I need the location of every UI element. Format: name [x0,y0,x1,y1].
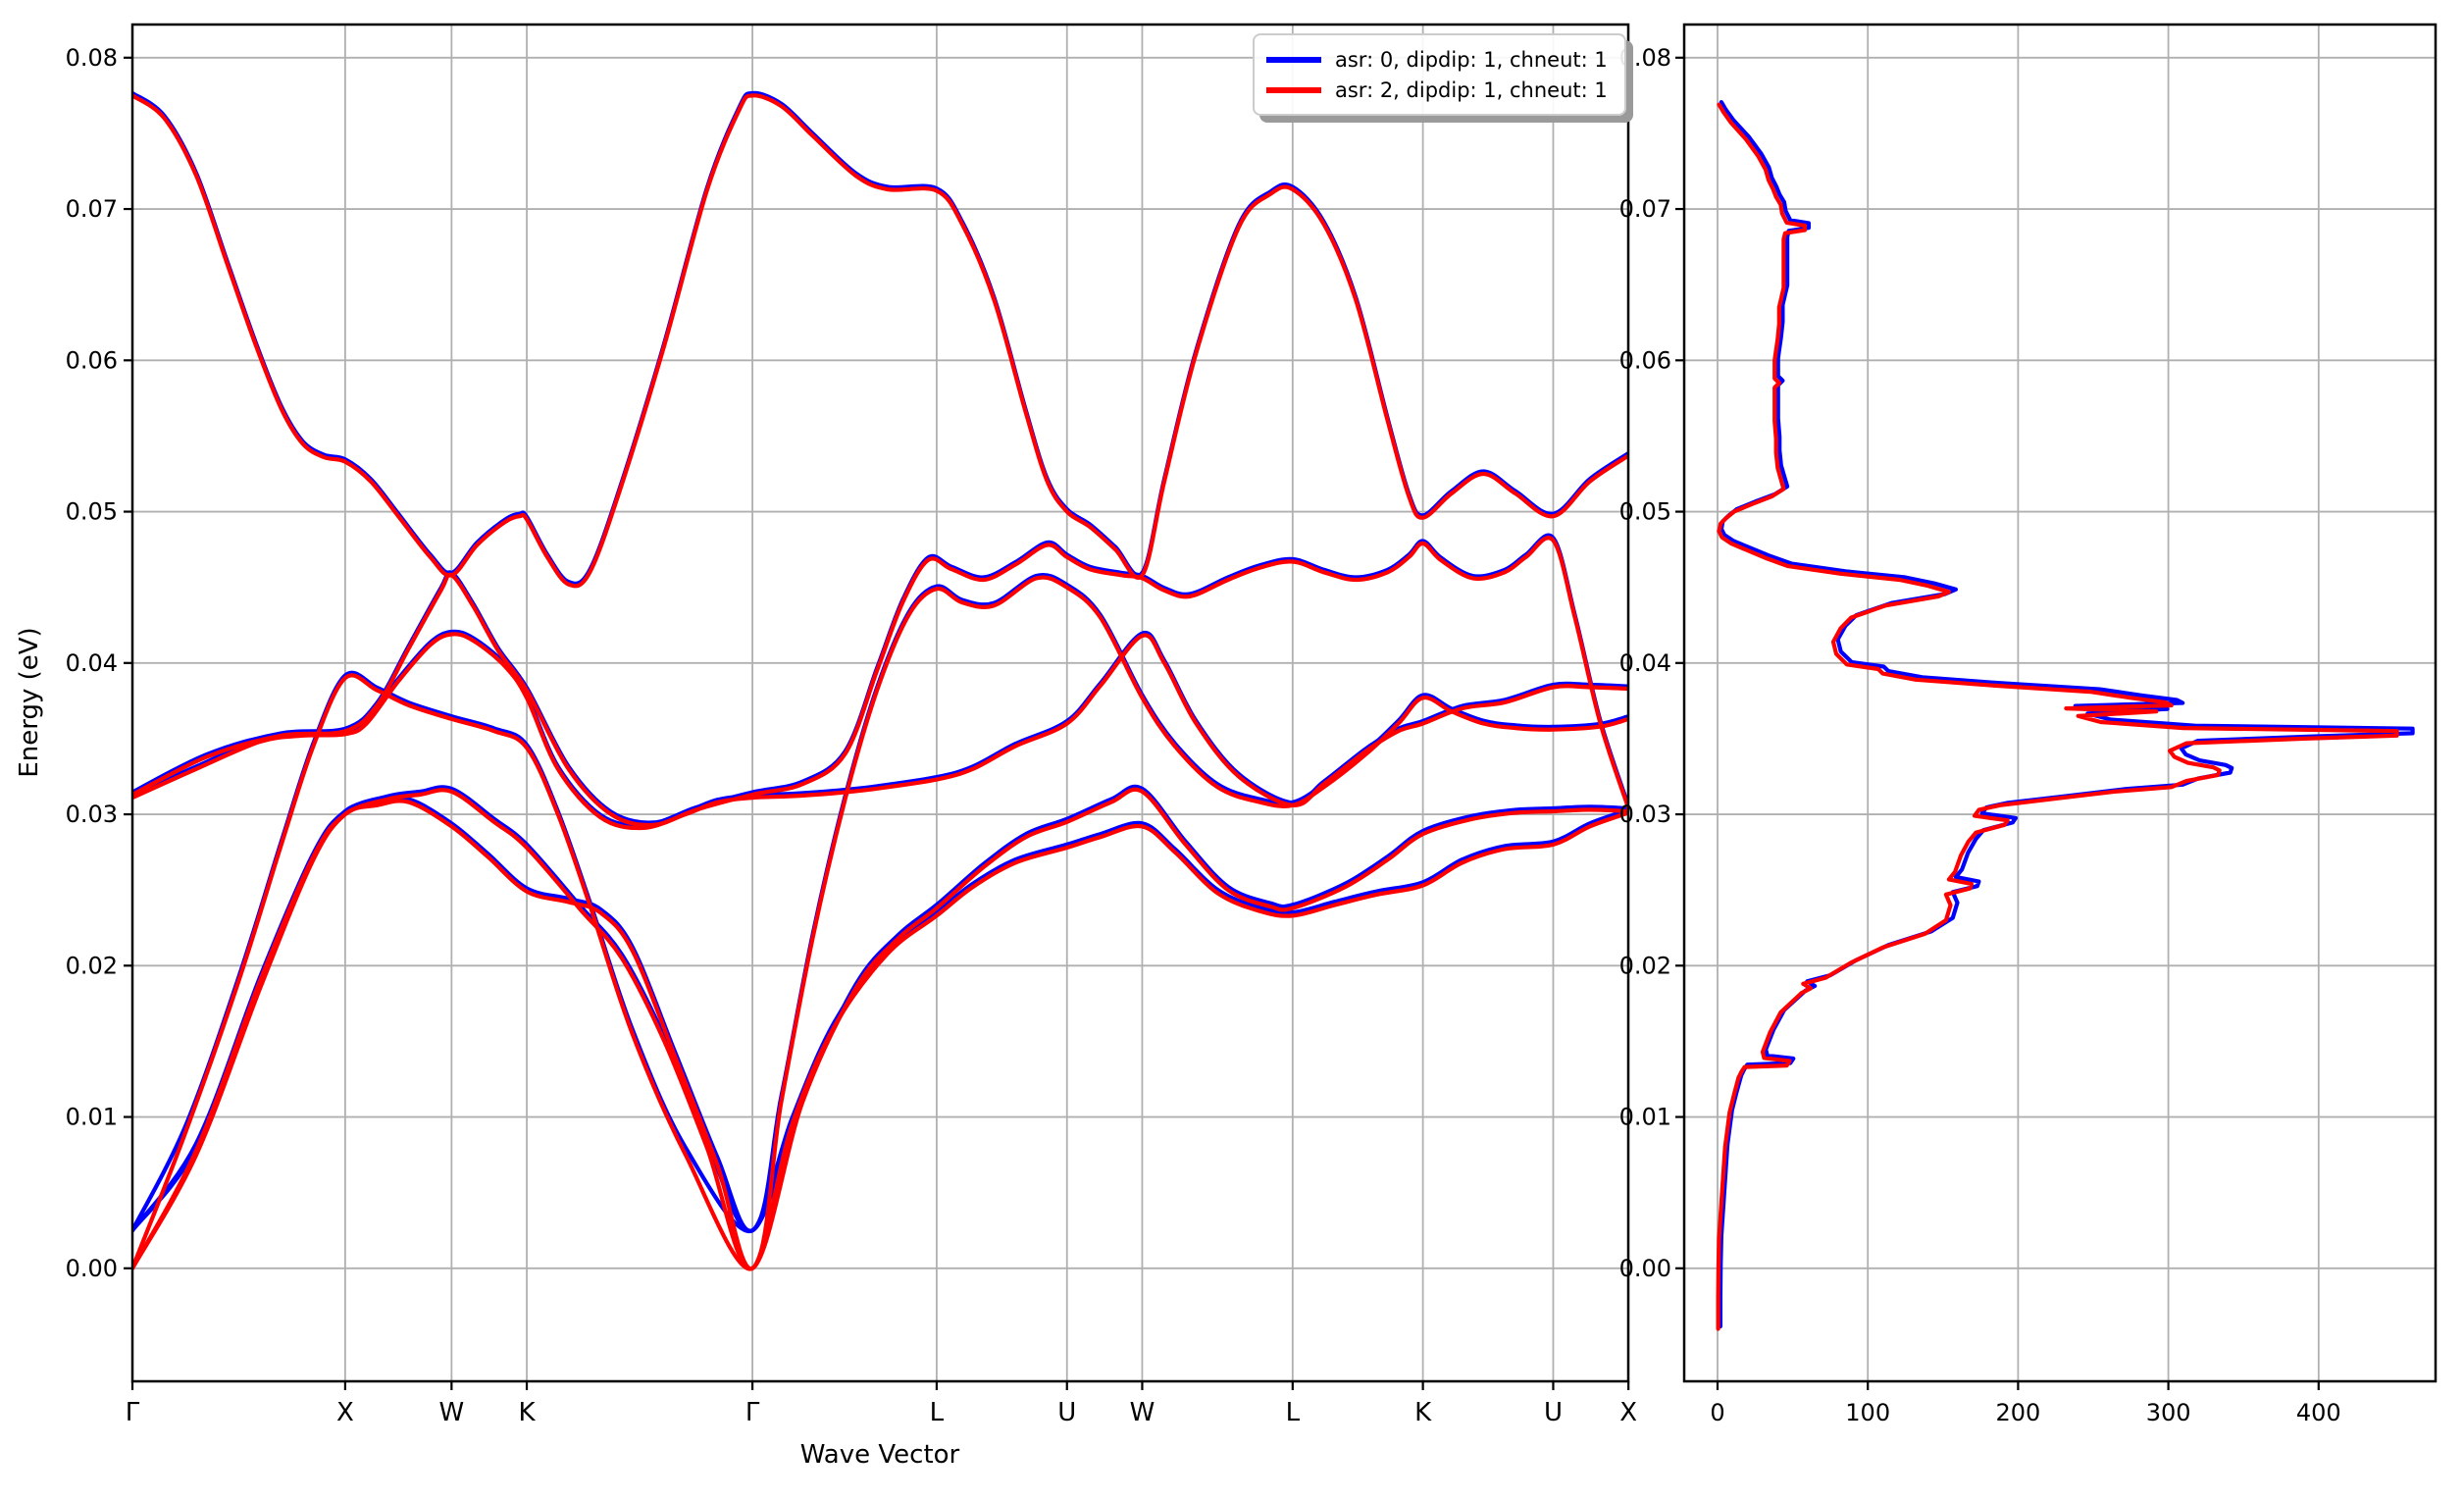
panel-spines [130,23,2438,1383]
x-tick-label: W [438,1398,464,1427]
x-tick-label: Γ [745,1398,760,1427]
y-tick-label: 0.00 [66,1255,118,1282]
x-tick-label: K [1414,1398,1432,1427]
legend-entry-asr0: asr: 0, dipdip: 1, chneut: 1 [1266,44,1613,75]
legend-label: asr: 2, dipdip: 1, chneut: 1 [1335,78,1608,102]
legend-label: asr: 0, dipdip: 1, chneut: 1 [1335,47,1608,72]
y-tick-label: 0.05 [66,498,118,526]
dos-curve-asr2 [1716,102,2399,1331]
y-tick-label-dos: 0.02 [1619,952,1671,979]
x-tick-label-dos: 300 [2146,1399,2191,1426]
y-tick-label: 0.01 [66,1104,118,1131]
y-tick-label: 0.03 [66,801,118,828]
x-tick-label: X [336,1398,354,1427]
ticks-and-labels: 0.00 0.00 0.01 0.01 0.02 0.02 0.03 0.03 0.04 0.04… [66,44,2341,1427]
y-tick-label: 0.07 [66,195,118,223]
y-tick-label: 0.08 [66,44,118,72]
x-tick-label-dos: 400 [2296,1399,2341,1426]
x-tick-label: U [1057,1398,1076,1427]
x-tick-label: L [930,1398,945,1427]
band-series-asr2 [132,93,1628,1271]
band-curve-asr2-branch-LO [132,93,1628,589]
y-tick-label: 0.04 [66,649,118,677]
x-tick-label: U [1544,1398,1563,1427]
legend-entry-asr2: asr: 2, dipdip: 1, chneut: 1 [1266,75,1613,105]
x-tick-label: Γ [126,1398,140,1427]
legend: asr: 0, dipdip: 1, chneut: 1 asr: 2, dip… [1253,33,1626,116]
dos-panel-border [1682,23,2438,1383]
x-tick-label-dos: 100 [1845,1399,1890,1426]
y-tick-label-dos: 0.03 [1619,801,1671,828]
y-tick-label-dos: 0.00 [1619,1255,1671,1282]
band-curve-asr2-branch-TA2 [132,787,1628,1270]
y-tick-label-dos: 0.08 [1619,44,1671,72]
legend-line-sample-blue [1266,56,1321,63]
x-tick-label: L [1286,1398,1301,1427]
y-tick-label-dos: 0.05 [1619,498,1671,526]
x-tick-label: W [1130,1398,1155,1427]
y-tick-label: 0.06 [66,346,118,374]
x-axis-label: Wave Vector [799,1440,960,1470]
y-tick-label-dos: 0.07 [1619,195,1671,223]
y-tick-label: 0.02 [66,952,118,979]
band-curve-asr2-branch-TO1 [132,632,1628,831]
gridlines [131,25,2436,1381]
x-tick-label-dos: 200 [1995,1399,2040,1426]
legend-line-sample-red [1266,86,1321,93]
x-tick-label: X [1619,1398,1637,1427]
y-tick-label-dos: 0.01 [1619,1104,1671,1131]
y-tick-label-dos: 0.06 [1619,346,1671,374]
y-tick-label-dos: 0.04 [1619,649,1671,677]
band-panel-border [130,23,1630,1383]
y-axis-label: Energy (eV) [15,627,44,778]
x-tick-label: K [519,1398,537,1427]
band-curve-asr2-branch-TO2 [132,536,1628,828]
x-tick-label-dos: 0 [1710,1399,1724,1426]
